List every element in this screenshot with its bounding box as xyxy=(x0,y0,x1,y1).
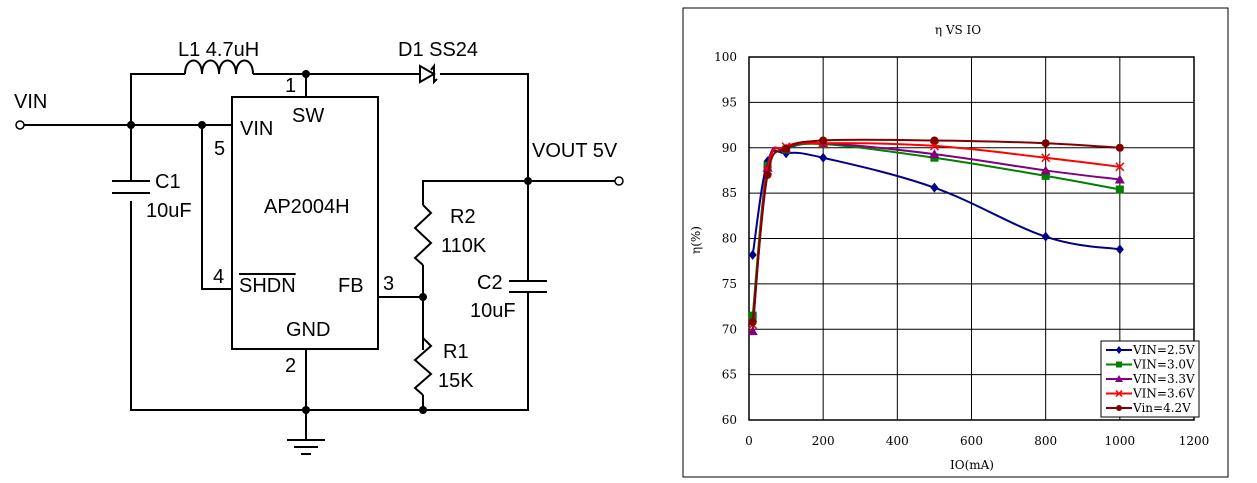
y-tick-label: 65 xyxy=(722,368,737,382)
x-tick-label: 600 xyxy=(960,434,983,448)
y-tick-label: 95 xyxy=(722,95,737,109)
x-marker xyxy=(1115,389,1123,398)
pin-5: 5 xyxy=(214,138,225,160)
square-marker xyxy=(1115,185,1124,194)
r1-name: R1 xyxy=(443,341,469,363)
pin-2: 2 xyxy=(285,355,296,377)
x-marker xyxy=(1115,162,1125,172)
vin-label: VIN xyxy=(14,91,47,113)
circle-marker xyxy=(1041,139,1050,148)
y-tick-label: 80 xyxy=(722,232,737,246)
c1-name: C1 xyxy=(155,171,181,193)
boost-converter-schematic: VIN L1 4.7uH D1 SS24 1 2 3 4 5 VIN SW AP… xyxy=(14,39,624,455)
diamond-marker xyxy=(930,182,939,193)
plot-area xyxy=(748,56,1195,421)
x-tick-label: 400 xyxy=(886,434,909,448)
x-tick-label: 1000 xyxy=(1105,434,1136,448)
circle-marker xyxy=(930,136,939,145)
series-vin-4-2v xyxy=(748,136,1124,326)
r1-value: 15K xyxy=(438,370,474,392)
y-tick-label: 85 xyxy=(722,186,737,200)
square-marker xyxy=(1116,361,1122,368)
legend-label: VIN=2.5V xyxy=(1132,343,1195,357)
junction-dots xyxy=(127,70,532,414)
efficiency-chart: η VS IO IO(mA) η(%) 60657075808590951000… xyxy=(682,7,1229,478)
circle-marker xyxy=(1115,143,1124,152)
c1-value: 10uF xyxy=(146,200,192,222)
diamond-marker xyxy=(1041,231,1050,242)
capacitor-c2 xyxy=(509,280,547,293)
resistor-r2 xyxy=(413,204,433,266)
d1-label: D1 SS24 xyxy=(398,39,478,61)
diamond-marker xyxy=(1116,346,1122,354)
triangle-marker xyxy=(1114,174,1125,184)
triangle-marker xyxy=(1040,165,1051,175)
r2-name: R2 xyxy=(450,206,476,228)
x-tick-label: 1200 xyxy=(1179,434,1210,448)
vin-terminal xyxy=(15,120,25,130)
circle-marker xyxy=(763,170,772,179)
x-tick-label: 0 xyxy=(745,434,753,448)
circle-marker xyxy=(748,317,757,326)
chart-title: η VS IO xyxy=(935,23,981,37)
triangle-marker xyxy=(1115,375,1123,382)
legend-label: Vin=4.2V xyxy=(1132,401,1191,415)
legend-label: VIN=3.3V xyxy=(1132,372,1195,386)
triangle-marker xyxy=(747,326,758,336)
legend-item: Vin=4.2V xyxy=(1106,401,1191,415)
y-tick-label: 75 xyxy=(722,277,737,291)
y-tick-label: 90 xyxy=(722,141,737,155)
y-tick-label: 100 xyxy=(714,50,737,64)
resistor-r1 xyxy=(413,337,433,396)
y-axis-label: η(%) xyxy=(689,226,703,254)
legend-item: VIN=3.6V xyxy=(1106,387,1195,401)
circle-marker xyxy=(1116,405,1122,411)
y-tick-label: 60 xyxy=(722,413,737,427)
ic-ap2004h xyxy=(231,96,379,350)
legend-item: VIN=3.3V xyxy=(1106,372,1195,386)
ground-symbol xyxy=(287,439,325,455)
r2-value: 110K xyxy=(441,235,487,257)
square-marker xyxy=(1041,171,1050,180)
diode-d1 xyxy=(419,64,437,84)
ic-name: AP2004H xyxy=(264,196,350,218)
inductor-l1 xyxy=(184,59,254,75)
x-marker xyxy=(1041,153,1051,163)
diamond-marker xyxy=(748,249,757,260)
circle-marker xyxy=(819,136,828,145)
x-tick-label: 800 xyxy=(1034,434,1057,448)
x-axis-label: IO(mA) xyxy=(950,458,994,472)
legend-label: VIN=3.0V xyxy=(1132,358,1195,372)
legend-label: VIN=3.6V xyxy=(1132,387,1195,401)
ic-vin-pin-label: VIN xyxy=(240,118,273,140)
c2-value: 10uF xyxy=(470,300,516,322)
legend-item: VIN=3.0V xyxy=(1106,358,1195,372)
c2-name: C2 xyxy=(477,272,503,294)
diamond-marker xyxy=(819,152,828,163)
wire-shdn xyxy=(201,125,232,290)
capacitor-c1 xyxy=(112,180,150,194)
y-tick-label: 70 xyxy=(722,322,737,336)
ic-fb-pin-label: FB xyxy=(338,275,364,297)
vout-label: VOUT 5V xyxy=(532,140,618,162)
pin-1: 1 xyxy=(285,75,296,97)
ic-sw-pin-label: SW xyxy=(292,105,324,127)
legend-item: VIN=2.5V xyxy=(1106,343,1195,357)
diamond-marker xyxy=(1115,244,1124,255)
circle-marker xyxy=(782,144,791,153)
pin-3: 3 xyxy=(383,273,394,295)
triangle-marker xyxy=(929,149,940,159)
l1-label: L1 4.7uH xyxy=(178,39,259,61)
ic-gnd-pin-label: GND xyxy=(286,319,330,341)
ic-shdn-pin-label: SHDN xyxy=(239,275,296,297)
pin-4: 4 xyxy=(213,266,224,288)
wire-top xyxy=(130,73,529,411)
vout-terminal xyxy=(614,176,624,186)
x-tick-label: 200 xyxy=(812,434,835,448)
